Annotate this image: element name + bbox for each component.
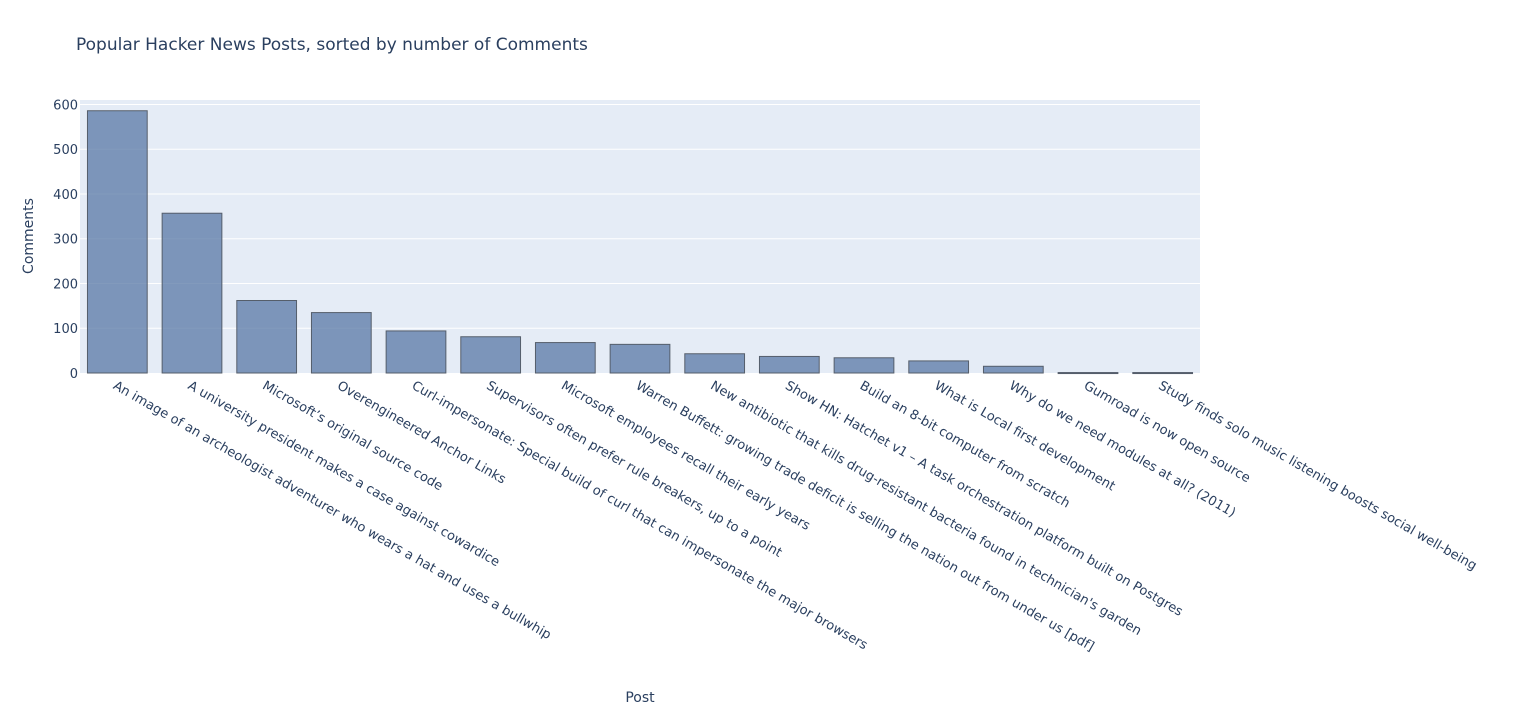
bar[interactable] [1132,372,1194,375]
bar[interactable] [982,365,1044,374]
y-tick-label: 0 [70,367,78,382]
y-axis-ticks: 0 100 200 300 400 500 600 [53,98,78,382]
bar[interactable] [86,110,148,374]
y-tick-label: 500 [53,143,78,158]
bar[interactable] [1057,372,1119,375]
y-tick-label: 200 [53,277,78,292]
bar[interactable] [534,342,596,374]
x-axis-ticks: An image of an archeologist adventurer w… [110,378,1479,654]
y-tick-label: 400 [53,188,78,203]
bar[interactable] [833,357,895,374]
chart-title: Popular Hacker News Posts, sorted by num… [76,35,588,55]
bar[interactable] [385,330,447,374]
bar[interactable] [684,353,746,374]
y-tick-label: 300 [53,233,78,248]
x-axis-title: Post [625,690,655,706]
bar[interactable] [236,299,298,374]
bar[interactable] [609,343,671,374]
y-axis-title: Comments [21,198,37,274]
x-tick-label: Study finds solo music listening boosts … [1156,378,1479,573]
bars [86,110,1194,375]
bar[interactable] [908,360,970,374]
bar[interactable] [161,212,223,374]
y-tick-label: 600 [53,98,78,113]
y-tick-label: 100 [53,322,78,337]
bar[interactable] [310,312,372,374]
bar[interactable] [758,355,820,374]
bar[interactable] [460,336,522,374]
